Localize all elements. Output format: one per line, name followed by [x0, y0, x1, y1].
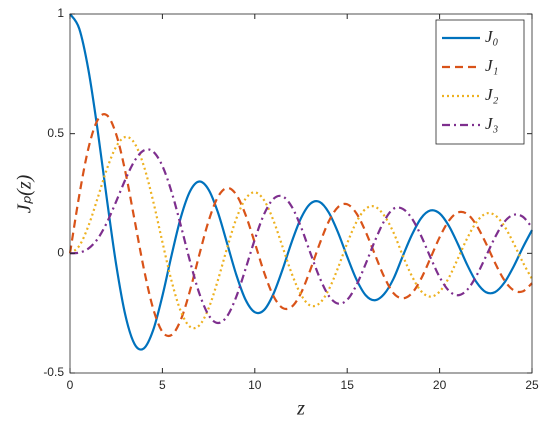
- x-tick-label: 15: [341, 378, 355, 392]
- x-tick-label: 5: [159, 378, 166, 392]
- x-tick-label: 20: [433, 378, 447, 392]
- legend-label: J₂: [485, 85, 499, 104]
- x-tick-label: 0: [67, 378, 74, 392]
- x-tick-label: 25: [525, 378, 539, 392]
- y-tick-label: 0: [57, 246, 64, 260]
- x-axis-label: z: [296, 398, 305, 420]
- legend-label: J₃: [485, 114, 499, 133]
- x-tick-label: 10: [248, 378, 262, 392]
- y-tick-label: 1: [57, 6, 64, 20]
- y-tick-label: 0.5: [47, 126, 64, 140]
- axes-box: [69, 13, 533, 374]
- series-line: [69, 13, 533, 351]
- y-axis-label: Jₚ(z): [14, 174, 36, 213]
- y-tick-label: -0.5: [43, 365, 64, 379]
- legend-box: [435, 19, 525, 145]
- legend-label: J₁: [485, 56, 498, 75]
- legend-label: J₀: [485, 27, 499, 46]
